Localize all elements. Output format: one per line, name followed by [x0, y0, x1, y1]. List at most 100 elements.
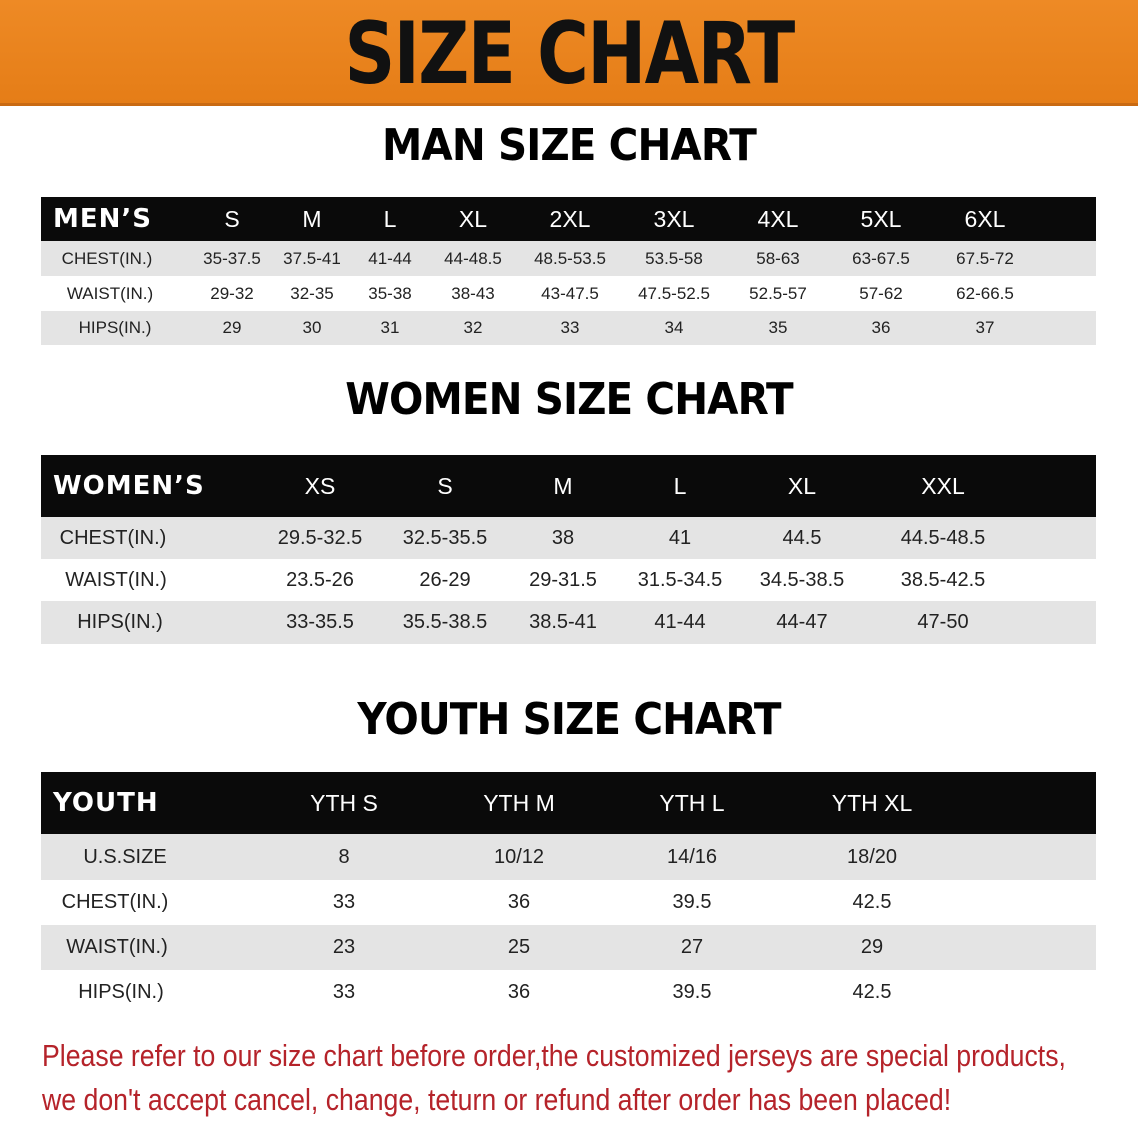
table-header-row: WOMEN’S XS S M L XL XXL [41, 455, 1096, 517]
table-cell: 36 [871, 318, 891, 337]
table-cell: 33-35.5 [286, 611, 354, 633]
table-cell: 35 [768, 318, 788, 337]
notice-line-2: we don't accept cancel, change, teturn o… [42, 1082, 952, 1117]
table-cell: 42.5 [852, 891, 892, 913]
row-label: HIPS(IN.) [78, 318, 152, 337]
table-cell: 10/12 [493, 846, 545, 868]
table-cell: 18/20 [846, 846, 898, 868]
row-label: CHEST(IN.) [61, 891, 169, 913]
women-section-title: WOMEN SIZE CHART [345, 374, 793, 425]
table-cell: 29 [222, 318, 242, 337]
table-cell: 32-35 [290, 284, 334, 303]
row-label: U.S.SIZE [83, 846, 167, 868]
table-cell: 29.5-32.5 [277, 527, 363, 549]
table-row: CHEST(IN.) 29.5-32.5 32.5-35.5 38 41 44.5 44.5… [41, 517, 1096, 559]
men-section-title: MAN SIZE CHART [382, 120, 757, 171]
table-cell: 36 [507, 981, 531, 1003]
row-label: WAIST(IN.) [66, 284, 154, 303]
table-cell: 30 [302, 318, 322, 337]
size-header-yth-m: YTH M [483, 790, 555, 816]
table-cell: 63-67.5 [852, 249, 910, 268]
table-cell: 32.5-35.5 [402, 527, 488, 549]
table-row: WAIST(IN.) 23 25 27 29 [41, 925, 1096, 970]
table-cell: 37 [975, 318, 995, 337]
size-header-xl: XL [458, 206, 488, 232]
size-header-xxl: XXL [921, 473, 965, 499]
table-cell: 33 [560, 318, 580, 337]
table-cell: 62-66.5 [956, 284, 1014, 303]
table-cell: 43-47.5 [541, 284, 599, 303]
table-row: HIPS(IN.) 29 30 31 32 33 34 35 36 37 [41, 311, 1096, 345]
table-cell: 35-37.5 [203, 249, 261, 268]
row-label: WAIST(IN.) [65, 569, 167, 591]
table-row: U.S.SIZE 8 10/12 14/16 18/20 [41, 834, 1096, 880]
table-cell: 23.5-26 [286, 569, 354, 591]
table-cell: 34.5-38.5 [759, 569, 845, 591]
size-header-l: L [383, 206, 397, 232]
table-cell: 41-44 [368, 249, 412, 268]
size-header-xl: XL [787, 473, 817, 499]
size-header-s: S [224, 206, 240, 232]
table-cell: 27 [680, 936, 704, 958]
youth-section-title: YOUTH SIZE CHART [357, 694, 781, 745]
row-label: HIPS(IN.) [77, 611, 163, 633]
row-label: WAIST(IN.) [66, 936, 168, 958]
size-header-yth-s: YTH S [310, 790, 378, 816]
table-cell: 42.5 [852, 981, 892, 1003]
table-cell: 34 [664, 318, 684, 337]
table-row: HIPS(IN.) 33 36 39.5 42.5 [41, 970, 1096, 1015]
table-cell: 31.5-34.5 [637, 569, 723, 591]
table-cell: 36 [507, 891, 531, 913]
size-header-m: M [302, 206, 322, 232]
size-header-6xl: 6XL [964, 206, 1006, 232]
row-label: HIPS(IN.) [78, 981, 164, 1003]
table-cell: 47-50 [917, 611, 969, 633]
size-header-yth-l: YTH L [659, 790, 725, 816]
table-cell: 23 [332, 936, 356, 958]
table-cell: 38.5-42.5 [900, 569, 986, 591]
table-cell: 38.5-41 [529, 611, 597, 633]
table-header-label: YOUTH [53, 788, 159, 818]
table-header-label: MEN’S [53, 204, 152, 234]
table-row: CHEST(IN.) 35-37.5 37.5-41 41-44 44-48.5 48.5… [41, 241, 1096, 276]
table-header-row: YOUTH YTH S YTH M YTH L YTH XL [41, 772, 1096, 834]
table-cell: 35.5-38.5 [402, 611, 488, 633]
size-chart-banner: SIZE CHART [0, 0, 1138, 106]
table-cell: 14/16 [666, 846, 718, 868]
table-header-row: MEN’S S M L XL 2XL 3XL 4XL 5XL 6XL [41, 197, 1096, 241]
table-row: WAIST(IN.) 29-32 32-35 35-38 38-43 43-47.5 47.… [41, 276, 1096, 311]
table-cell: 67.5-72 [956, 249, 1014, 268]
table-cell: 29-31.5 [529, 569, 597, 591]
table-cell: 39.5 [672, 891, 712, 913]
size-header-xs: XS [304, 473, 336, 499]
table-cell: 29-32 [210, 284, 254, 303]
table-row: CHEST(IN.) 33 36 39.5 42.5 [41, 880, 1096, 925]
size-header-4xl: 4XL [757, 206, 799, 232]
table-cell: 25 [507, 936, 531, 958]
table-cell: 47.5-52.5 [638, 284, 710, 303]
table-cell: 57-62 [859, 284, 903, 303]
size-header-5xl: 5XL [860, 206, 902, 232]
size-header-l: L [673, 473, 687, 499]
table-cell: 58-63 [756, 249, 800, 268]
table-cell: 8 [338, 846, 350, 868]
table-header-label: WOMEN’S [53, 471, 205, 501]
table-row: HIPS(IN.) 33-35.5 35.5-38.5 38.5-41 41-44 44-… [41, 601, 1096, 644]
table-cell: 33 [332, 891, 356, 913]
table-cell: 41 [668, 527, 692, 549]
table-cell: 44.5 [782, 527, 822, 549]
table-cell: 41-44 [654, 611, 706, 633]
size-header-s: S [437, 473, 453, 499]
table-cell: 38-43 [451, 284, 495, 303]
table-cell: 29 [860, 936, 884, 958]
table-cell: 38 [551, 527, 575, 549]
banner-title: SIZE CHART [344, 4, 795, 104]
table-cell: 32 [463, 318, 483, 337]
table-cell: 26-29 [419, 569, 471, 591]
row-label: CHEST(IN.) [61, 249, 153, 268]
table-cell: 39.5 [672, 981, 712, 1003]
table-row: WAIST(IN.) 23.5-26 26-29 29-31.5 31.5-34.5 34… [41, 559, 1096, 601]
table-cell: 35-38 [368, 284, 412, 303]
table-cell: 44-47 [776, 611, 828, 633]
size-header-m: M [553, 473, 573, 499]
